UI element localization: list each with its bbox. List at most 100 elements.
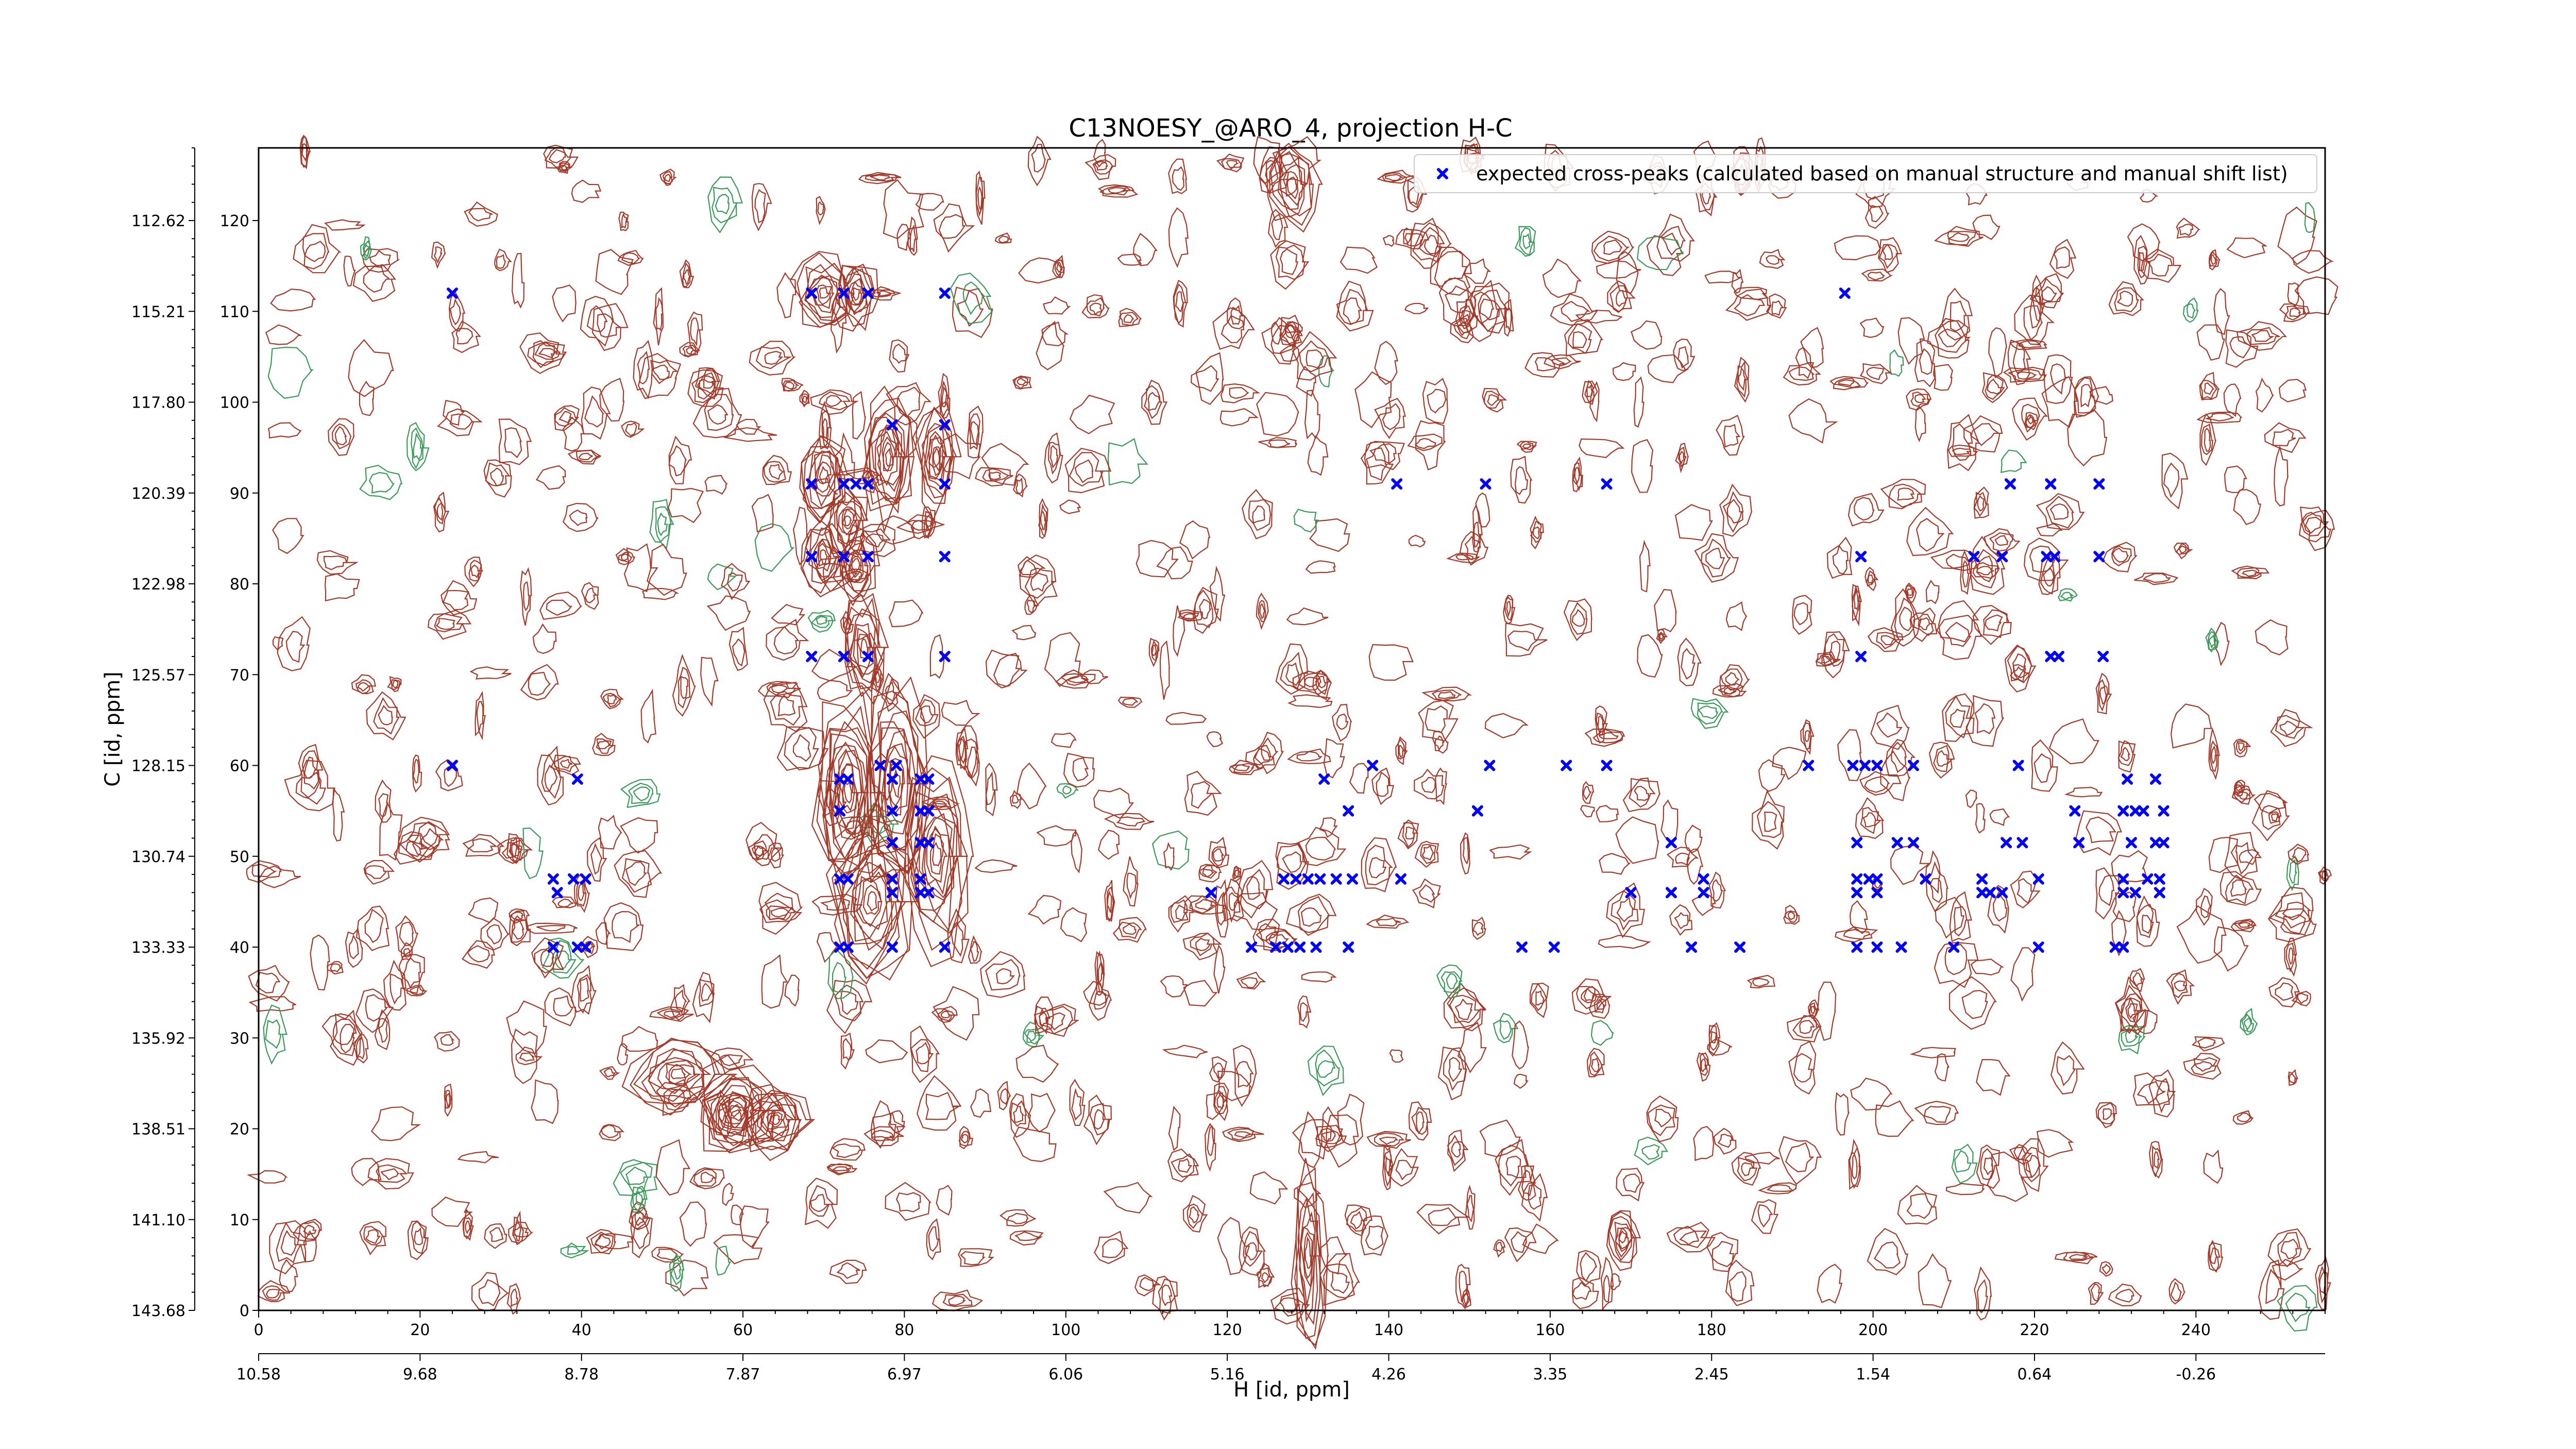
contour (1397, 738, 1406, 760)
contour (262, 1285, 287, 1301)
contour (942, 1293, 973, 1307)
contour (1292, 670, 1330, 695)
contour (1944, 943, 1968, 975)
contour (870, 1112, 906, 1141)
contour (2115, 1288, 2135, 1303)
contour (1529, 982, 1549, 1018)
contour (1953, 905, 1968, 937)
contour (758, 882, 803, 935)
contour (1292, 1119, 1332, 1160)
contour (1298, 1111, 1322, 1169)
contour (940, 1010, 952, 1019)
contour (1246, 875, 1260, 900)
contour (926, 1218, 941, 1260)
contour (1535, 990, 1545, 1005)
contour (1608, 1216, 1633, 1261)
contour (2224, 832, 2262, 880)
cross-peak-marker (890, 760, 902, 771)
cross-peak-marker (1548, 941, 1560, 953)
contour (1183, 895, 1225, 915)
contour (2089, 386, 2113, 405)
contour (2121, 993, 2146, 1034)
cross-peak-marker (806, 551, 818, 563)
contour (1472, 922, 1484, 936)
contour (653, 287, 664, 346)
contour (1168, 1105, 1181, 1151)
contour (704, 1079, 766, 1143)
contour (621, 1025, 658, 1052)
cross-peak-marker (874, 760, 886, 771)
contour (1258, 1267, 1273, 1288)
contour (2003, 366, 2047, 383)
contour (1305, 560, 1336, 574)
cross-peak-marker (1270, 941, 1282, 953)
contour (387, 676, 402, 692)
contour (748, 840, 770, 860)
contour (1600, 1256, 1614, 1311)
contour (1093, 1108, 1106, 1130)
contour (1059, 499, 1081, 514)
contour (398, 817, 450, 863)
contour (1303, 677, 1318, 687)
contour (1195, 899, 1215, 911)
contour (1307, 435, 1329, 476)
contour (1793, 1053, 1812, 1083)
contour (679, 1201, 707, 1247)
contour (715, 1245, 732, 1276)
contour (958, 737, 965, 761)
contour (2275, 715, 2306, 739)
contour (1321, 1106, 1343, 1153)
contour (2007, 368, 2044, 382)
contour (766, 681, 796, 696)
contour (1126, 872, 1137, 900)
contour (1972, 604, 2012, 645)
contour (759, 899, 803, 923)
contour (1824, 633, 1845, 667)
contour (2116, 290, 2133, 307)
contour (917, 407, 957, 504)
contour (1716, 414, 1745, 456)
contour (2210, 1247, 2218, 1264)
contour (1882, 243, 1893, 260)
cross-peak-marker (1601, 478, 1613, 490)
cross-peak-marker (2149, 773, 2161, 785)
x-ppm-tick-label: 9.68 (403, 1366, 437, 1384)
contour (1011, 625, 1037, 641)
contour (1365, 447, 1388, 481)
contour (1159, 640, 1170, 700)
contour (1267, 209, 1289, 248)
contour (552, 284, 577, 323)
contour (933, 447, 940, 467)
contour (850, 280, 862, 305)
contour (334, 426, 347, 446)
contour (1365, 1225, 1384, 1251)
contour (552, 939, 577, 974)
cross-peak-marker (2117, 941, 2129, 953)
contour (711, 187, 738, 224)
contour (754, 845, 764, 856)
cross-peak-marker (1318, 773, 1330, 785)
contour (1171, 1153, 1195, 1178)
contour (414, 1227, 423, 1245)
contour (1431, 689, 1462, 701)
contour (265, 1019, 282, 1049)
contour (1615, 816, 1659, 864)
contour (363, 266, 392, 293)
contour (869, 416, 905, 503)
contour (736, 418, 761, 435)
contour (1309, 518, 1350, 552)
contour (703, 375, 716, 389)
contour (1582, 781, 1595, 804)
contour (1212, 307, 1255, 350)
contour (764, 350, 784, 365)
contour (1408, 1101, 1432, 1141)
contour (1304, 1236, 1312, 1269)
contour (2108, 1283, 2142, 1307)
y-ppm-tick-label: 117.80 (131, 394, 185, 412)
contour (1089, 302, 1103, 316)
contour (692, 387, 742, 439)
contour (1427, 389, 1447, 414)
cross-peak-marker (2069, 805, 2081, 817)
contour (1641, 1144, 1660, 1160)
contour (866, 808, 894, 839)
